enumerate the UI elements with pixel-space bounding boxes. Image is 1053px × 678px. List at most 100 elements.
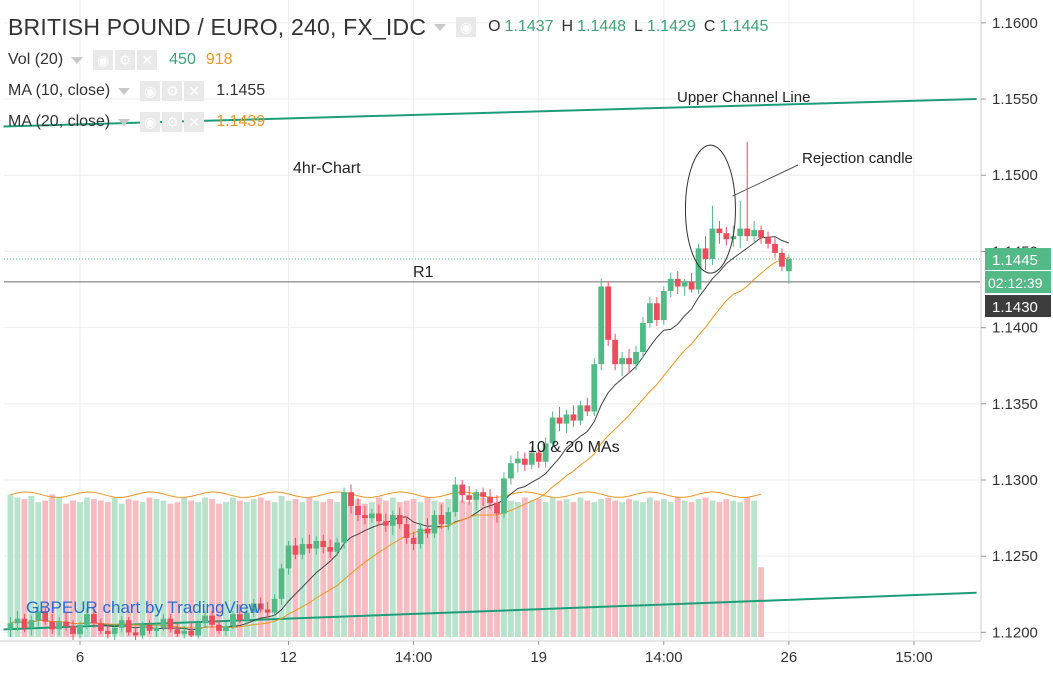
candle[interactable] bbox=[70, 620, 76, 640]
chevron-down-icon[interactable] bbox=[118, 118, 131, 126]
candle[interactable] bbox=[369, 508, 375, 523]
candle[interactable] bbox=[14, 611, 21, 631]
candle[interactable] bbox=[653, 297, 660, 327]
candle[interactable] bbox=[542, 437, 549, 468]
candle[interactable] bbox=[772, 237, 778, 258]
candle[interactable] bbox=[647, 297, 653, 328]
candle[interactable] bbox=[688, 272, 695, 293]
candle[interactable] bbox=[431, 510, 438, 538]
candle[interactable] bbox=[445, 507, 452, 531]
candle[interactable] bbox=[723, 227, 730, 246]
candle[interactable] bbox=[49, 614, 56, 634]
candle[interactable] bbox=[674, 271, 681, 295]
candle[interactable] bbox=[494, 495, 500, 523]
candle[interactable] bbox=[480, 487, 486, 506]
gear-icon[interactable]: ⚙ bbox=[162, 81, 183, 101]
candle[interactable] bbox=[716, 220, 723, 244]
close-icon[interactable]: ✕ bbox=[184, 112, 205, 132]
candle[interactable] bbox=[466, 486, 473, 505]
close-icon[interactable]: ✕ bbox=[137, 50, 158, 70]
candle[interactable] bbox=[243, 609, 250, 625]
candle[interactable] bbox=[355, 498, 361, 522]
eye-icon[interactable]: ◉ bbox=[140, 81, 161, 101]
indicator-buttons[interactable]: ◉ ⚙ ✕ bbox=[140, 112, 205, 132]
candle[interactable] bbox=[362, 505, 368, 525]
candle[interactable] bbox=[403, 516, 410, 544]
candle[interactable] bbox=[786, 254, 792, 284]
candle[interactable] bbox=[118, 615, 125, 633]
candle[interactable] bbox=[146, 620, 153, 634]
candle[interactable] bbox=[508, 455, 514, 485]
candle[interactable] bbox=[111, 624, 118, 640]
candle[interactable] bbox=[299, 537, 306, 560]
candle[interactable] bbox=[660, 286, 667, 325]
candle[interactable] bbox=[570, 405, 577, 427]
candle[interactable] bbox=[452, 476, 459, 517]
candle[interactable] bbox=[612, 333, 619, 371]
candle[interactable] bbox=[438, 504, 445, 529]
candle[interactable] bbox=[765, 231, 771, 249]
candle[interactable] bbox=[334, 537, 341, 557]
candle[interactable] bbox=[104, 623, 111, 639]
candle[interactable] bbox=[56, 617, 63, 636]
candle[interactable] bbox=[501, 472, 507, 519]
candle[interactable] bbox=[737, 201, 744, 249]
candle[interactable] bbox=[306, 534, 313, 554]
candle[interactable] bbox=[271, 594, 278, 616]
candle[interactable] bbox=[77, 621, 83, 639]
chevron-down-icon[interactable] bbox=[71, 56, 84, 64]
eye-icon[interactable]: ◉ bbox=[93, 50, 114, 70]
candle[interactable] bbox=[640, 316, 646, 359]
candle[interactable] bbox=[535, 449, 542, 468]
candle[interactable] bbox=[174, 621, 181, 637]
candle[interactable] bbox=[28, 615, 35, 636]
candle[interactable] bbox=[264, 601, 271, 618]
candle[interactable] bbox=[7, 617, 14, 637]
candle[interactable] bbox=[195, 620, 202, 639]
candle[interactable] bbox=[236, 604, 243, 624]
candle[interactable] bbox=[132, 626, 139, 640]
candle[interactable] bbox=[473, 489, 480, 511]
candle[interactable] bbox=[139, 621, 146, 639]
candle[interactable] bbox=[556, 406, 563, 432]
candle[interactable] bbox=[91, 609, 97, 628]
gear-icon[interactable]: ⚙ bbox=[115, 50, 136, 70]
chevron-down-icon[interactable] bbox=[118, 87, 131, 95]
candle[interactable] bbox=[341, 487, 347, 549]
candle[interactable] bbox=[779, 248, 785, 272]
candle[interactable] bbox=[396, 507, 403, 529]
candle[interactable] bbox=[563, 409, 570, 433]
candle[interactable] bbox=[598, 278, 605, 371]
chevron-down-icon[interactable] bbox=[434, 23, 447, 31]
candle[interactable] bbox=[188, 623, 195, 637]
candle[interactable] bbox=[292, 537, 299, 560]
candle[interactable] bbox=[153, 623, 160, 637]
candle[interactable] bbox=[389, 510, 396, 535]
candle[interactable] bbox=[250, 598, 257, 618]
eye-icon[interactable]: ◉ bbox=[456, 17, 477, 37]
candle[interactable] bbox=[528, 446, 535, 470]
candle[interactable] bbox=[216, 620, 222, 634]
indicator-buttons[interactable]: ◉ ⚙ ✕ bbox=[93, 50, 158, 70]
candle[interactable] bbox=[278, 563, 285, 605]
candle[interactable] bbox=[375, 504, 382, 526]
candle[interactable] bbox=[209, 611, 215, 628]
candle[interactable] bbox=[327, 539, 334, 558]
candle[interactable] bbox=[633, 345, 639, 371]
candle[interactable] bbox=[410, 531, 417, 551]
candle[interactable] bbox=[21, 614, 28, 633]
candle[interactable] bbox=[42, 606, 49, 625]
candle[interactable] bbox=[160, 614, 167, 631]
candle[interactable] bbox=[417, 522, 424, 549]
candle[interactable] bbox=[35, 604, 42, 627]
candle[interactable] bbox=[97, 618, 104, 634]
candle[interactable] bbox=[313, 536, 320, 555]
candle[interactable] bbox=[320, 534, 327, 554]
candle[interactable] bbox=[223, 621, 229, 636]
candle[interactable] bbox=[549, 411, 556, 450]
visibility-button[interactable]: ◉ bbox=[456, 17, 477, 37]
candle[interactable] bbox=[605, 281, 612, 346]
candle[interactable] bbox=[667, 272, 674, 298]
candle[interactable] bbox=[626, 348, 632, 374]
